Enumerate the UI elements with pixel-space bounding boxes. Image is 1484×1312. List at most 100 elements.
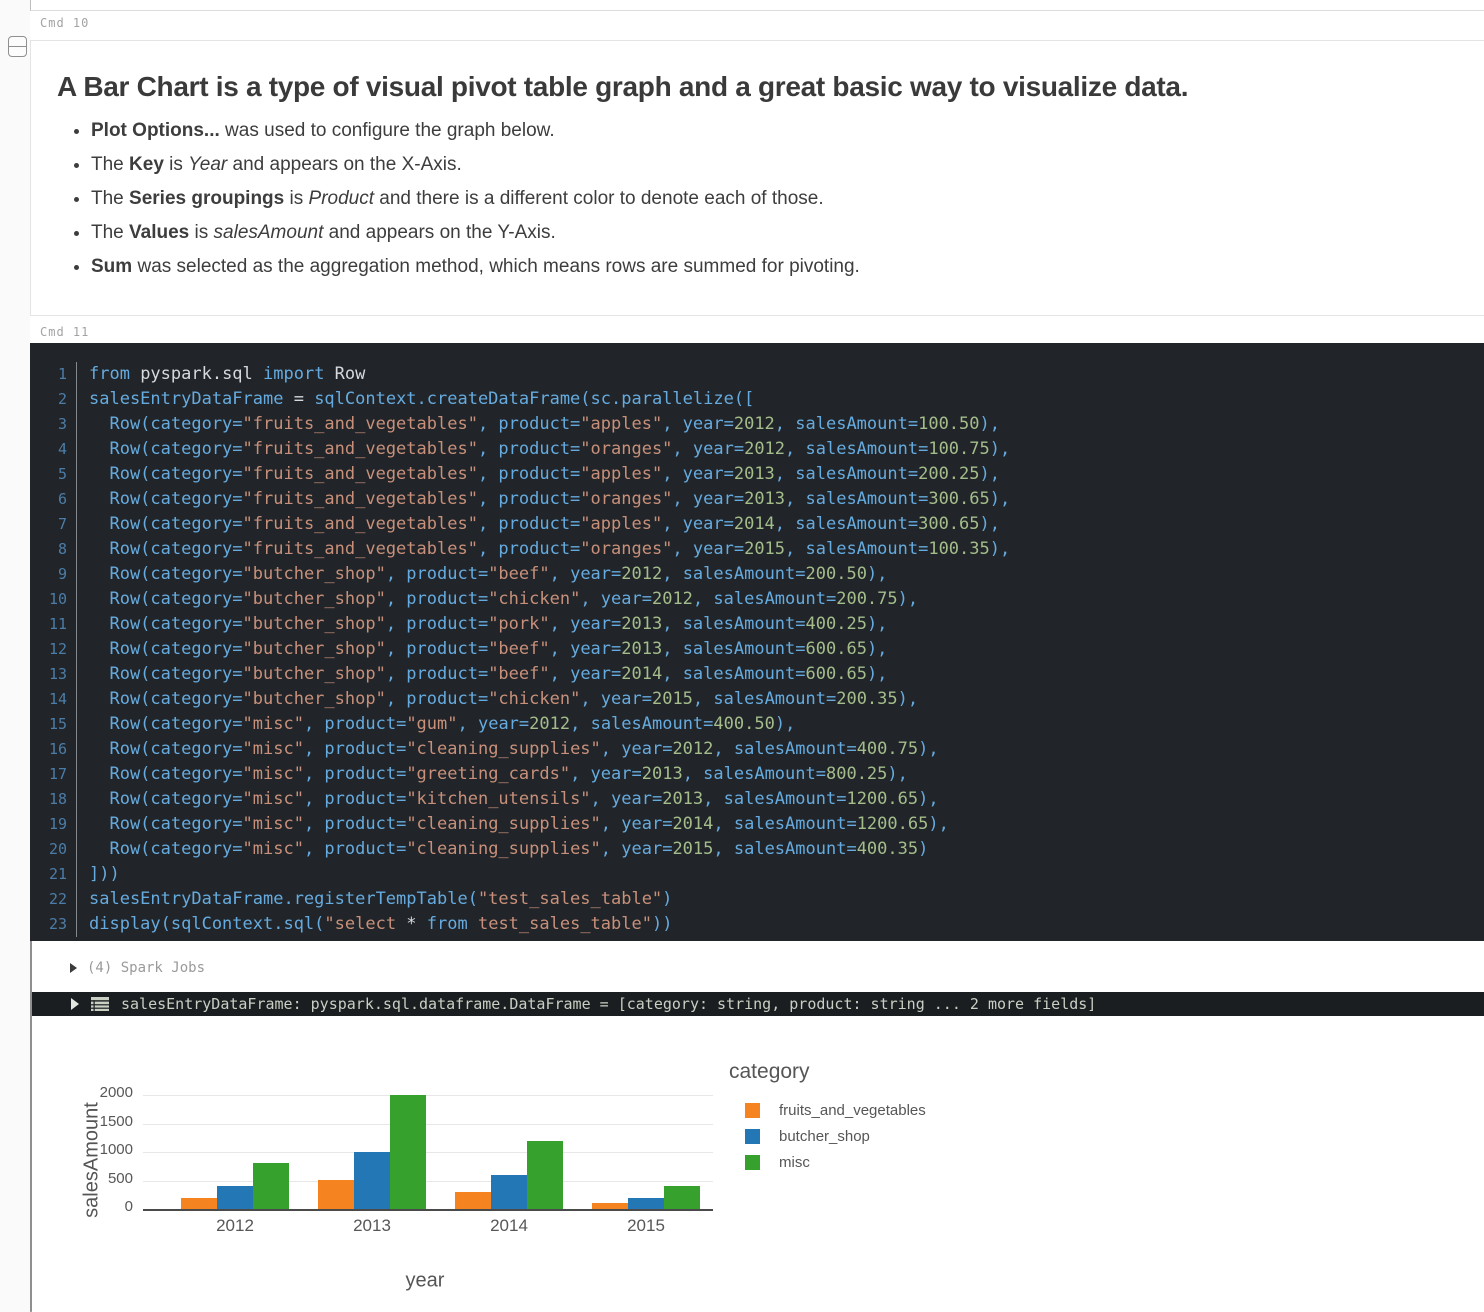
code-line: 12 Row(category="butcher_shop", product=…: [30, 637, 1484, 662]
bar-misc-2014: [527, 1141, 563, 1209]
code-line: 17 Row(category="misc", product="greetin…: [30, 762, 1484, 787]
legend-label: misc: [779, 1153, 810, 1171]
minus-icon: [9, 46, 26, 47]
line-number: 17: [30, 762, 77, 787]
table-icon: [91, 997, 109, 1011]
bar-butcher_shop-2015: [628, 1198, 664, 1209]
spark-jobs-toggle[interactable]: (4) Spark Jobs: [70, 958, 1484, 977]
line-number: 12: [30, 637, 77, 662]
line-number: 20: [30, 837, 77, 862]
x-tick-label: 2013: [353, 1216, 391, 1235]
y-tick-label: 1000: [99, 1141, 133, 1158]
legend-item-butcher_shop: butcher_shop: [745, 1126, 870, 1146]
markdown-cell: A Bar Chart is a type of visual pivot ta…: [30, 40, 1484, 316]
bullet-item: Plot Options... was used to configure th…: [91, 120, 1458, 141]
x-tick-label: 2015: [627, 1216, 665, 1235]
bar-butcher_shop-2013: [354, 1152, 390, 1209]
code-line: 8 Row(category="fruits_and_vegetables", …: [30, 537, 1484, 562]
line-number: 1: [30, 362, 77, 387]
legend-item-fruits_and_vegetables: fruits_and_vegetables: [745, 1100, 926, 1120]
legend-label: butcher_shop: [779, 1127, 870, 1145]
code-line: 6 Row(category="fruits_and_vegetables", …: [30, 487, 1484, 512]
legend-item-misc: misc: [745, 1152, 810, 1172]
bar-misc-2012: [253, 1163, 289, 1209]
bar-misc-2013: [390, 1095, 426, 1209]
code-line: 22 salesEntryDataFrame.registerTempTable(…: [30, 887, 1484, 912]
bullet-item: The Key is Year and appears on the X-Axi…: [91, 154, 1458, 175]
gridline: [143, 1095, 713, 1096]
spark-jobs-label: (4) Spark Jobs: [87, 959, 206, 976]
line-number: 14: [30, 687, 77, 712]
expand-triangle-icon: [71, 998, 79, 1010]
bar-fruits_and_vegetables-2014: [455, 1192, 491, 1209]
code-line: 19 Row(category="misc", product="cleanin…: [30, 812, 1484, 837]
bar-fruits_and_vegetables-2013: [318, 1180, 354, 1209]
cmd-11-label: Cmd 11: [40, 325, 90, 339]
bullet-list: Plot Options... was used to configure th…: [57, 120, 1458, 277]
line-number: 5: [30, 462, 77, 487]
code-line: 23 display(sqlContext.sql("select * from …: [30, 912, 1484, 937]
line-number: 18: [30, 787, 77, 812]
code-line: 13 Row(category="butcher_shop", product=…: [30, 662, 1484, 687]
line-number: 7: [30, 512, 77, 537]
dataframe-result-bar[interactable]: salesEntryDataFrame: pyspark.sql.datafra…: [32, 992, 1484, 1016]
cell-output-region: (4) Spark Jobs salesEntryDataFrame: pysp…: [30, 941, 1484, 1312]
code-lines: 1 from pyspark.sql import Row 2 salesEntryD…: [30, 362, 1484, 937]
code-line: 5 Row(category="fruits_and_vegetables", …: [30, 462, 1484, 487]
code-line: 7 Row(category="fruits_and_vegetables", …: [30, 512, 1484, 537]
code-line: 11 Row(category="butcher_shop", product=…: [30, 612, 1484, 637]
cmd-10-label: Cmd 10: [40, 16, 90, 30]
x-tick-label: 2012: [216, 1216, 254, 1235]
gridline: [143, 1123, 713, 1125]
code-line: 16 Row(category="misc", product="cleanin…: [30, 737, 1484, 762]
line-number: 16: [30, 737, 77, 762]
previous-cell-edge: [30, 0, 1484, 11]
code-line: 14 Row(category="butcher_shop", product=…: [30, 687, 1484, 712]
code-line: 3 Row(category="fruits_and_vegetables", …: [30, 412, 1484, 437]
gridline: [143, 1180, 713, 1182]
y-tick-label: 2000: [99, 1084, 133, 1101]
line-number: 23: [30, 912, 77, 937]
x-axis-label: year: [405, 1269, 445, 1292]
y-tick-label: 0: [124, 1198, 133, 1215]
y-tick-label: 500: [107, 1169, 133, 1187]
code-line: 18 Row(category="misc", product="kitchen…: [30, 787, 1484, 812]
code-line: 20 Row(category="misc", product="cleanin…: [30, 837, 1484, 862]
bullet-item: The Series groupings is Product and ther…: [91, 188, 1458, 209]
collapse-cell-icon[interactable]: [8, 36, 27, 57]
line-number: 21: [30, 862, 77, 887]
legend-swatch-icon: [745, 1102, 760, 1118]
code-line: 15 Row(category="misc", product="gum", y…: [30, 712, 1484, 737]
code-line: 4 Row(category="fruits_and_vegetables", …: [30, 437, 1484, 462]
left-gutter: [0, 0, 30, 1312]
line-number: 19: [30, 812, 77, 837]
legend-swatch-icon: [745, 1154, 760, 1170]
line-number: 15: [30, 712, 77, 737]
code-line: 2 salesEntryDataFrame = sqlContext.create…: [30, 387, 1484, 412]
line-number: 3: [30, 412, 77, 437]
code-line: 21])): [30, 862, 1484, 887]
bar-butcher_shop-2014: [491, 1175, 527, 1209]
bar-chart: salesAmount year category 0 500 1000 1500 20…: [32, 1016, 1484, 1312]
dataframe-result-text: salesEntryDataFrame: pyspark.sql.datafra…: [121, 995, 1097, 1013]
line-number: 6: [30, 487, 77, 512]
bar-fruits_and_vegetables-2015: [592, 1203, 628, 1209]
x-axis-line: [143, 1209, 713, 1211]
legend-swatch-icon: [745, 1128, 760, 1144]
legend-label: fruits_and_vegetables: [779, 1101, 926, 1119]
code-cell[interactable]: 1 from pyspark.sql import Row 2 salesEntryD…: [30, 343, 1484, 941]
line-number: 13: [30, 662, 77, 687]
line-number: 8: [30, 537, 77, 562]
line-number: 9: [30, 562, 77, 587]
y-tick-label: 1500: [99, 1112, 133, 1130]
line-number: 22: [30, 887, 77, 912]
bar-butcher_shop-2012: [217, 1186, 253, 1209]
line-number: 11: [30, 612, 77, 637]
bar-fruits_and_vegetables-2012: [181, 1198, 217, 1209]
code-line: 10 Row(category="butcher_shop", product=…: [30, 587, 1484, 612]
bar-misc-2015: [664, 1186, 700, 1209]
bullet-item: The Values is salesAmount and appears on…: [91, 222, 1458, 243]
x-tick-label: 2014: [490, 1216, 528, 1235]
gridline: [143, 1152, 713, 1153]
cell-heading: A Bar Chart is a type of visual pivot ta…: [57, 71, 1189, 102]
